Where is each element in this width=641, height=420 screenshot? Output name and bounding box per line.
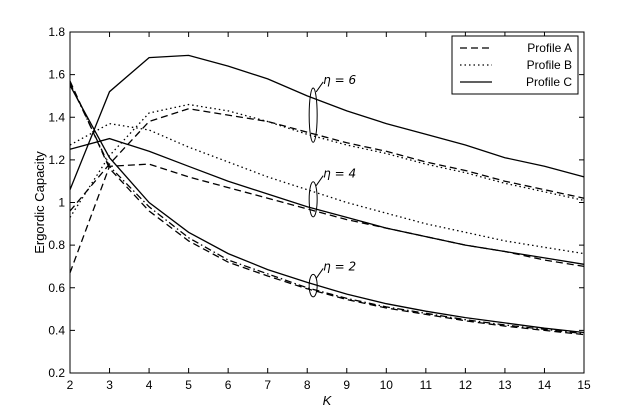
series-line-profile-c [69, 84, 585, 334]
x-axis-label: K [323, 393, 333, 408]
y-tick-label: 1 [58, 196, 65, 210]
annotation-ellipse [308, 181, 318, 218]
legend-box [451, 35, 579, 95]
x-tick-label: 11 [420, 378, 433, 392]
curve-group-2 [69, 122, 585, 274]
x-tick-label: 5 [185, 378, 192, 392]
y-tick-label: 1.2 [48, 153, 65, 167]
series-line-profile-b [69, 122, 585, 255]
annotations: η = 2 η = 4 η = 6 [308, 73, 356, 298]
annotation-pointer [315, 175, 324, 186]
y-tick-label: 1.4 [48, 110, 65, 124]
x-tick-label: 15 [577, 378, 591, 392]
curve-group-3 [69, 54, 585, 218]
x-tick-label: 7 [264, 378, 271, 392]
x-tick-label: 9 [343, 378, 350, 392]
annotation-label: η = 4 [323, 167, 356, 181]
series-line-profile-c [69, 137, 585, 265]
curve-group-1 [69, 80, 585, 336]
y-tick-label: 0.4 [48, 323, 65, 337]
x-tick-label: 8 [304, 378, 311, 392]
legend-label: Profile A [527, 41, 572, 55]
legend-label: Profile B [527, 58, 572, 72]
y-tick-label: 0.8 [48, 238, 65, 252]
series-line-profile-c [69, 54, 585, 190]
x-tick-label: 2 [67, 378, 74, 392]
x-tick-label: 13 [498, 378, 512, 392]
annotation-label: η = 6 [323, 73, 356, 87]
y-tick-label: 0.6 [48, 281, 65, 295]
y-tick-label: 0.2 [48, 366, 65, 380]
x-tick-label: 14 [538, 378, 552, 392]
annotation-pointer [315, 268, 324, 279]
series-layer [69, 54, 585, 336]
annotation-label: η = 2 [323, 259, 356, 273]
series-line-profile-a [69, 80, 585, 336]
x-tick-label: 6 [225, 378, 232, 392]
x-tick-label: 3 [106, 378, 113, 392]
x-tick-label: 12 [459, 378, 473, 392]
x-tick-label: 4 [146, 378, 153, 392]
annotation-ellipse [308, 273, 318, 298]
legend-label: Profile C [526, 75, 572, 89]
y-tick-label: 1.6 [48, 68, 65, 82]
legend: Profile A Profile B Profile C [451, 35, 579, 95]
annotation-pointer [315, 81, 324, 93]
series-line-profile-b [69, 82, 585, 335]
axis-ticks: 2 3 4 5 6 7 8 9 10 11 12 13 14 15 0.2 0.4 0.6 0.8 1 1.2 1.4 1… [48, 25, 591, 392]
series-line-profile-a [69, 108, 585, 212]
series-line-profile-b [69, 103, 585, 218]
y-axis-label: Ergordic Capacity [32, 151, 47, 254]
x-tick-label: 10 [380, 378, 394, 392]
annotation-ellipse [308, 87, 318, 143]
y-tick-label: 1.8 [48, 25, 65, 39]
series-line-profile-a [69, 163, 585, 274]
